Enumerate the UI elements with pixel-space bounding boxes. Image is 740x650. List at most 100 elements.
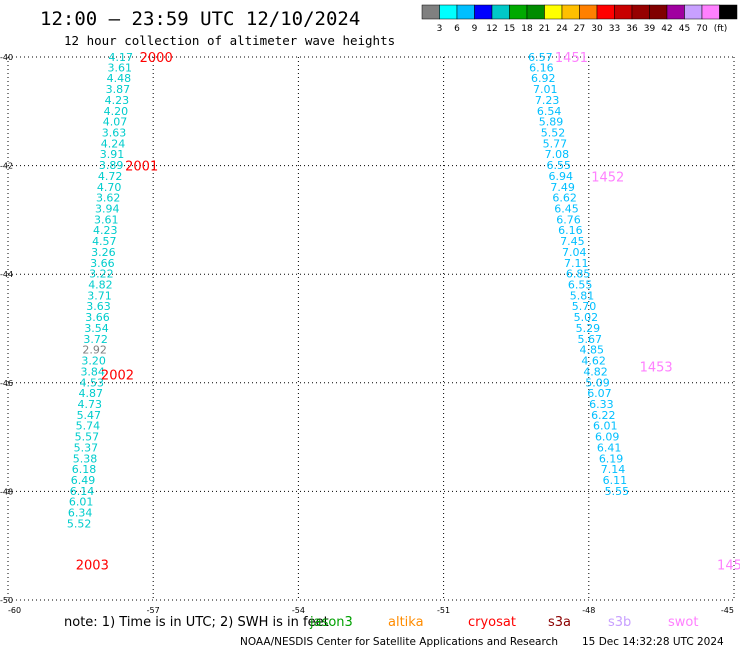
hour-label: 145: [717, 559, 740, 574]
wave-height-point: 4.85: [579, 344, 604, 357]
wave-height-point: 6.54: [537, 105, 562, 118]
wave-height-point: 6.55: [568, 279, 593, 292]
wave-height-point: 6.19: [599, 452, 624, 465]
wave-height-point: 4.23: [105, 94, 130, 107]
wave-height-point: 4.72: [98, 170, 123, 183]
wave-height-point: 6.18: [72, 463, 97, 476]
wave-height-point: 5.47: [77, 409, 102, 422]
wave-height-point: 4.87: [79, 387, 104, 400]
wave-height-point: 4.57: [92, 235, 117, 248]
wave-height-point: 3.26: [91, 246, 116, 259]
scale-swatch: [491, 4, 510, 20]
scale-tick-label: 18: [521, 24, 533, 34]
scale-swatch: [596, 4, 615, 20]
scale-tick-label: 45: [679, 24, 690, 34]
hour-label: 2001: [125, 160, 158, 175]
wave-height-point: 6.01: [69, 496, 94, 509]
hour-label: 1451: [555, 51, 588, 66]
wave-height-point: 5.89: [539, 116, 564, 129]
scale-swatch: [701, 4, 720, 20]
wave-height-point: 6.33: [589, 398, 614, 411]
wave-height-point: 6.07: [587, 387, 612, 400]
wave-height-point: 6.16: [529, 61, 554, 74]
scale-tick-label: 42: [661, 24, 672, 34]
wave-height-point: 3.61: [108, 61, 133, 74]
scale-tick-label: 15: [504, 24, 515, 34]
wave-height-point: 6.49: [71, 474, 96, 487]
scale-swatch: [579, 4, 598, 20]
wave-height-point: 4.17: [109, 51, 134, 64]
wave-height-point: 6.76: [556, 213, 581, 226]
wave-height-point: 6.11: [603, 474, 628, 487]
wave-height-point: 6.94: [548, 170, 573, 183]
wave-height-point: 5.67: [578, 333, 603, 346]
scale-swatch: [509, 4, 528, 20]
wave-height-point: 5.38: [73, 452, 98, 465]
scale-swatch: [561, 4, 580, 20]
y-tick-label: -42: [0, 162, 13, 171]
color-scale-legend: 3 6 9 12 15 18 21 24 27 30 33 36 39 42 45 70 (ft): [421, 4, 738, 34]
hour-label: 1452: [591, 170, 624, 185]
wave-height-point: 4.73: [78, 398, 103, 411]
wave-height-point: 6.57: [528, 51, 553, 64]
wave-height-point: 3.66: [90, 257, 115, 270]
wave-height-point: 3.63: [86, 300, 111, 313]
y-tick-label: -46: [0, 379, 13, 388]
wave-height-point: 3.61: [94, 213, 119, 226]
wave-height-point: 3.71: [87, 289, 112, 302]
wave-height-point: 6.92: [531, 72, 556, 85]
wave-height-point: 4.82: [88, 279, 113, 292]
scale-tick-label: 21: [539, 24, 550, 34]
satellite-legend-s3a: s3a: [548, 615, 571, 630]
satellite-legend: jason3 altika cryosat s3a s3b swot: [309, 615, 698, 630]
wave-height-point: 5.55: [605, 485, 630, 498]
scale-swatch: [631, 4, 650, 20]
x-tick-label: -57: [147, 606, 160, 615]
wave-height-point: 3.66: [85, 311, 110, 324]
scale-tick-label: 9: [472, 24, 478, 34]
scale-tick-label: 27: [574, 24, 585, 34]
wave-height-point: 5.37: [74, 441, 99, 454]
wave-height-point: 7.01: [533, 83, 558, 96]
wave-height-point: 6.34: [68, 507, 93, 520]
footer-time: 15 Dec 14:32:28 UTC 2024: [582, 636, 724, 648]
wave-height-point: 7.11: [564, 257, 589, 270]
y-tick-label: -44: [0, 270, 13, 279]
wave-height-point: 5.29: [576, 322, 601, 335]
wave-height-point: 3.94: [95, 202, 120, 215]
y-tick-label: -48: [0, 487, 13, 496]
wave-height-point: 6.41: [597, 441, 622, 454]
wave-height-point: 3.22: [89, 268, 114, 281]
wave-height-point: 5.52: [67, 517, 92, 530]
wave-height-point: 2.92: [82, 344, 107, 357]
wave-height-point: 3.63: [102, 126, 127, 139]
hour-label: 1453: [640, 361, 673, 376]
wave-height-point: 4.82: [583, 365, 608, 378]
wave-height-point: 4.20: [104, 105, 129, 118]
track-cryosat: 4.173.614.483.874.234.204.073.634.243.91…: [67, 51, 173, 574]
wave-height-point: 4.53: [79, 376, 104, 389]
plot-grid: [7, 56, 735, 601]
scale-tick-label: 24: [556, 24, 568, 34]
scale-swatch: [526, 4, 545, 20]
scale-swatch: [666, 4, 685, 20]
hour-label: 2002: [101, 369, 134, 384]
wave-height-point: 5.77: [543, 137, 568, 150]
scale-tick-label: 36: [626, 24, 638, 34]
wave-height-point: 4.70: [97, 181, 122, 194]
scale-swatch: [719, 4, 738, 20]
scale-tick-label: 12: [486, 24, 497, 34]
hour-label: 2000: [140, 51, 173, 66]
x-tick-label: -45: [721, 606, 734, 615]
wave-height-point: 4.07: [103, 116, 128, 129]
scale-swatch: [649, 4, 668, 20]
scale-tick-label: 30: [591, 24, 603, 34]
wave-height-point: 3.20: [81, 355, 106, 368]
wave-height-point: 7.14: [601, 463, 626, 476]
satellite-legend-cryosat: cryosat: [468, 615, 516, 630]
wave-height-point: 7.49: [550, 181, 575, 194]
wave-height-point: 5.57: [75, 431, 100, 444]
x-tick-label: -51: [437, 606, 450, 615]
scale-swatch: [421, 4, 440, 20]
